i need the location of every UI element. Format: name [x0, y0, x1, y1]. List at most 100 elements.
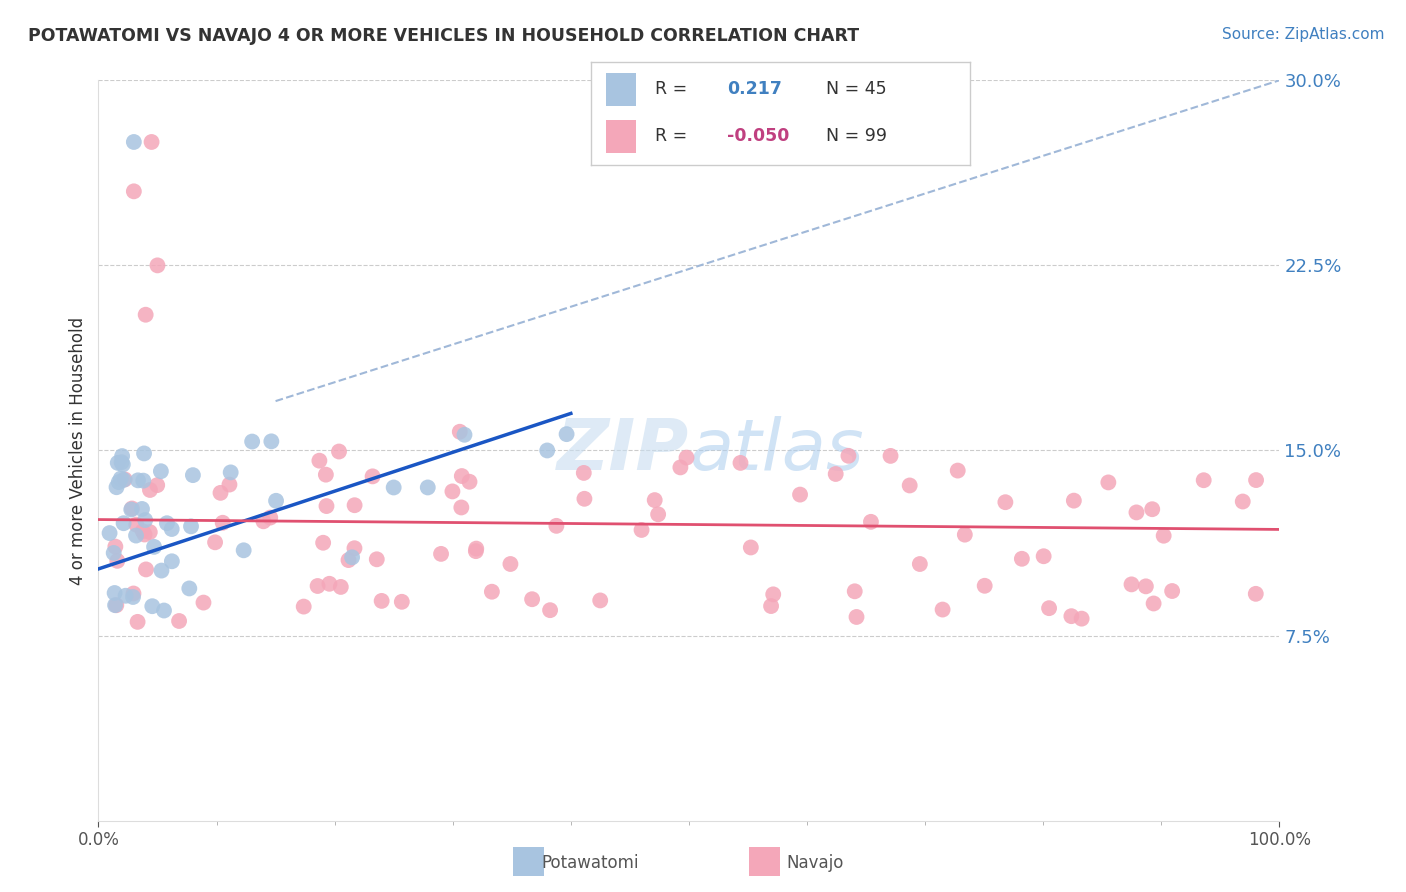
Point — [315, 467, 337, 482]
Point — [110, 472, 132, 486]
Point — [730, 456, 752, 470]
Point — [845, 610, 868, 624]
Point — [149, 464, 172, 478]
Bar — [606, 73, 636, 105]
Point — [382, 480, 405, 494]
Point — [204, 535, 226, 549]
Point — [181, 468, 204, 483]
Point — [143, 540, 166, 554]
Point — [135, 562, 157, 576]
Point — [153, 603, 176, 617]
Point — [111, 458, 134, 472]
Point — [114, 589, 136, 603]
Text: -0.050: -0.050 — [727, 128, 790, 145]
Point — [114, 472, 136, 486]
Point — [844, 584, 866, 599]
Point — [260, 434, 283, 449]
Point — [193, 596, 215, 610]
Point — [908, 557, 931, 571]
Point — [146, 478, 169, 492]
Text: 0.217: 0.217 — [727, 80, 782, 98]
Point — [555, 427, 578, 442]
Point — [1135, 579, 1157, 593]
Point — [103, 546, 125, 560]
Point — [122, 135, 145, 149]
Point — [259, 510, 281, 524]
Text: atlas: atlas — [689, 416, 863, 485]
Point — [647, 508, 669, 522]
Point — [308, 453, 330, 467]
Point — [167, 614, 190, 628]
Point — [122, 184, 145, 198]
Point — [931, 602, 953, 616]
Point — [1032, 549, 1054, 564]
Point — [264, 493, 287, 508]
Point — [121, 501, 143, 516]
Point — [824, 467, 846, 481]
Point — [1232, 494, 1254, 508]
Point — [104, 540, 127, 554]
Point — [441, 484, 464, 499]
Point — [1244, 473, 1267, 487]
Point — [122, 586, 145, 600]
Point — [449, 425, 471, 439]
Point — [107, 475, 129, 490]
Point — [105, 599, 128, 613]
Point — [538, 603, 561, 617]
Point — [1060, 609, 1083, 624]
Point — [1142, 502, 1164, 516]
Point — [973, 579, 995, 593]
Point — [546, 519, 568, 533]
Text: ZIP: ZIP — [557, 416, 689, 485]
Point — [837, 449, 859, 463]
Point — [572, 466, 595, 480]
Point — [789, 487, 811, 501]
Point — [240, 434, 263, 449]
Point — [740, 541, 762, 555]
Point — [125, 517, 148, 532]
Point — [315, 499, 337, 513]
Point — [307, 579, 329, 593]
Point — [156, 516, 179, 531]
Point — [994, 495, 1017, 509]
Text: POTAWATOMI VS NAVAJO 4 OR MORE VEHICLES IN HOUSEHOLD CORRELATION CHART: POTAWATOMI VS NAVAJO 4 OR MORE VEHICLES … — [28, 27, 859, 45]
Point — [464, 544, 486, 558]
Point — [1063, 493, 1085, 508]
Point — [481, 584, 503, 599]
Point — [139, 483, 162, 497]
Point — [1011, 551, 1033, 566]
Point — [340, 550, 363, 565]
Text: Navajo: Navajo — [787, 855, 844, 872]
Point — [318, 576, 340, 591]
Point — [150, 564, 173, 578]
Point — [391, 595, 413, 609]
Point — [1153, 529, 1175, 543]
Point — [946, 464, 969, 478]
Y-axis label: 4 or more Vehicles in Household: 4 or more Vehicles in Household — [69, 317, 87, 584]
Point — [111, 449, 134, 463]
Point — [105, 480, 128, 494]
Point — [134, 513, 156, 527]
Point — [292, 599, 315, 614]
Point — [120, 502, 142, 516]
Point — [630, 523, 652, 537]
Point — [520, 592, 543, 607]
Point — [312, 535, 335, 549]
Point — [1125, 505, 1147, 519]
Point — [179, 582, 201, 596]
Point — [110, 455, 132, 469]
Point — [127, 473, 149, 487]
Point — [218, 477, 240, 491]
Point — [132, 474, 155, 488]
Point — [343, 498, 366, 512]
Point — [1121, 577, 1143, 591]
Point — [219, 466, 242, 480]
Text: N = 45: N = 45 — [825, 80, 887, 98]
Point — [328, 444, 350, 458]
Point — [453, 427, 475, 442]
Point — [762, 587, 785, 601]
Point — [337, 553, 360, 567]
Point — [343, 541, 366, 556]
Text: R =: R = — [655, 128, 693, 145]
Point — [135, 308, 157, 322]
